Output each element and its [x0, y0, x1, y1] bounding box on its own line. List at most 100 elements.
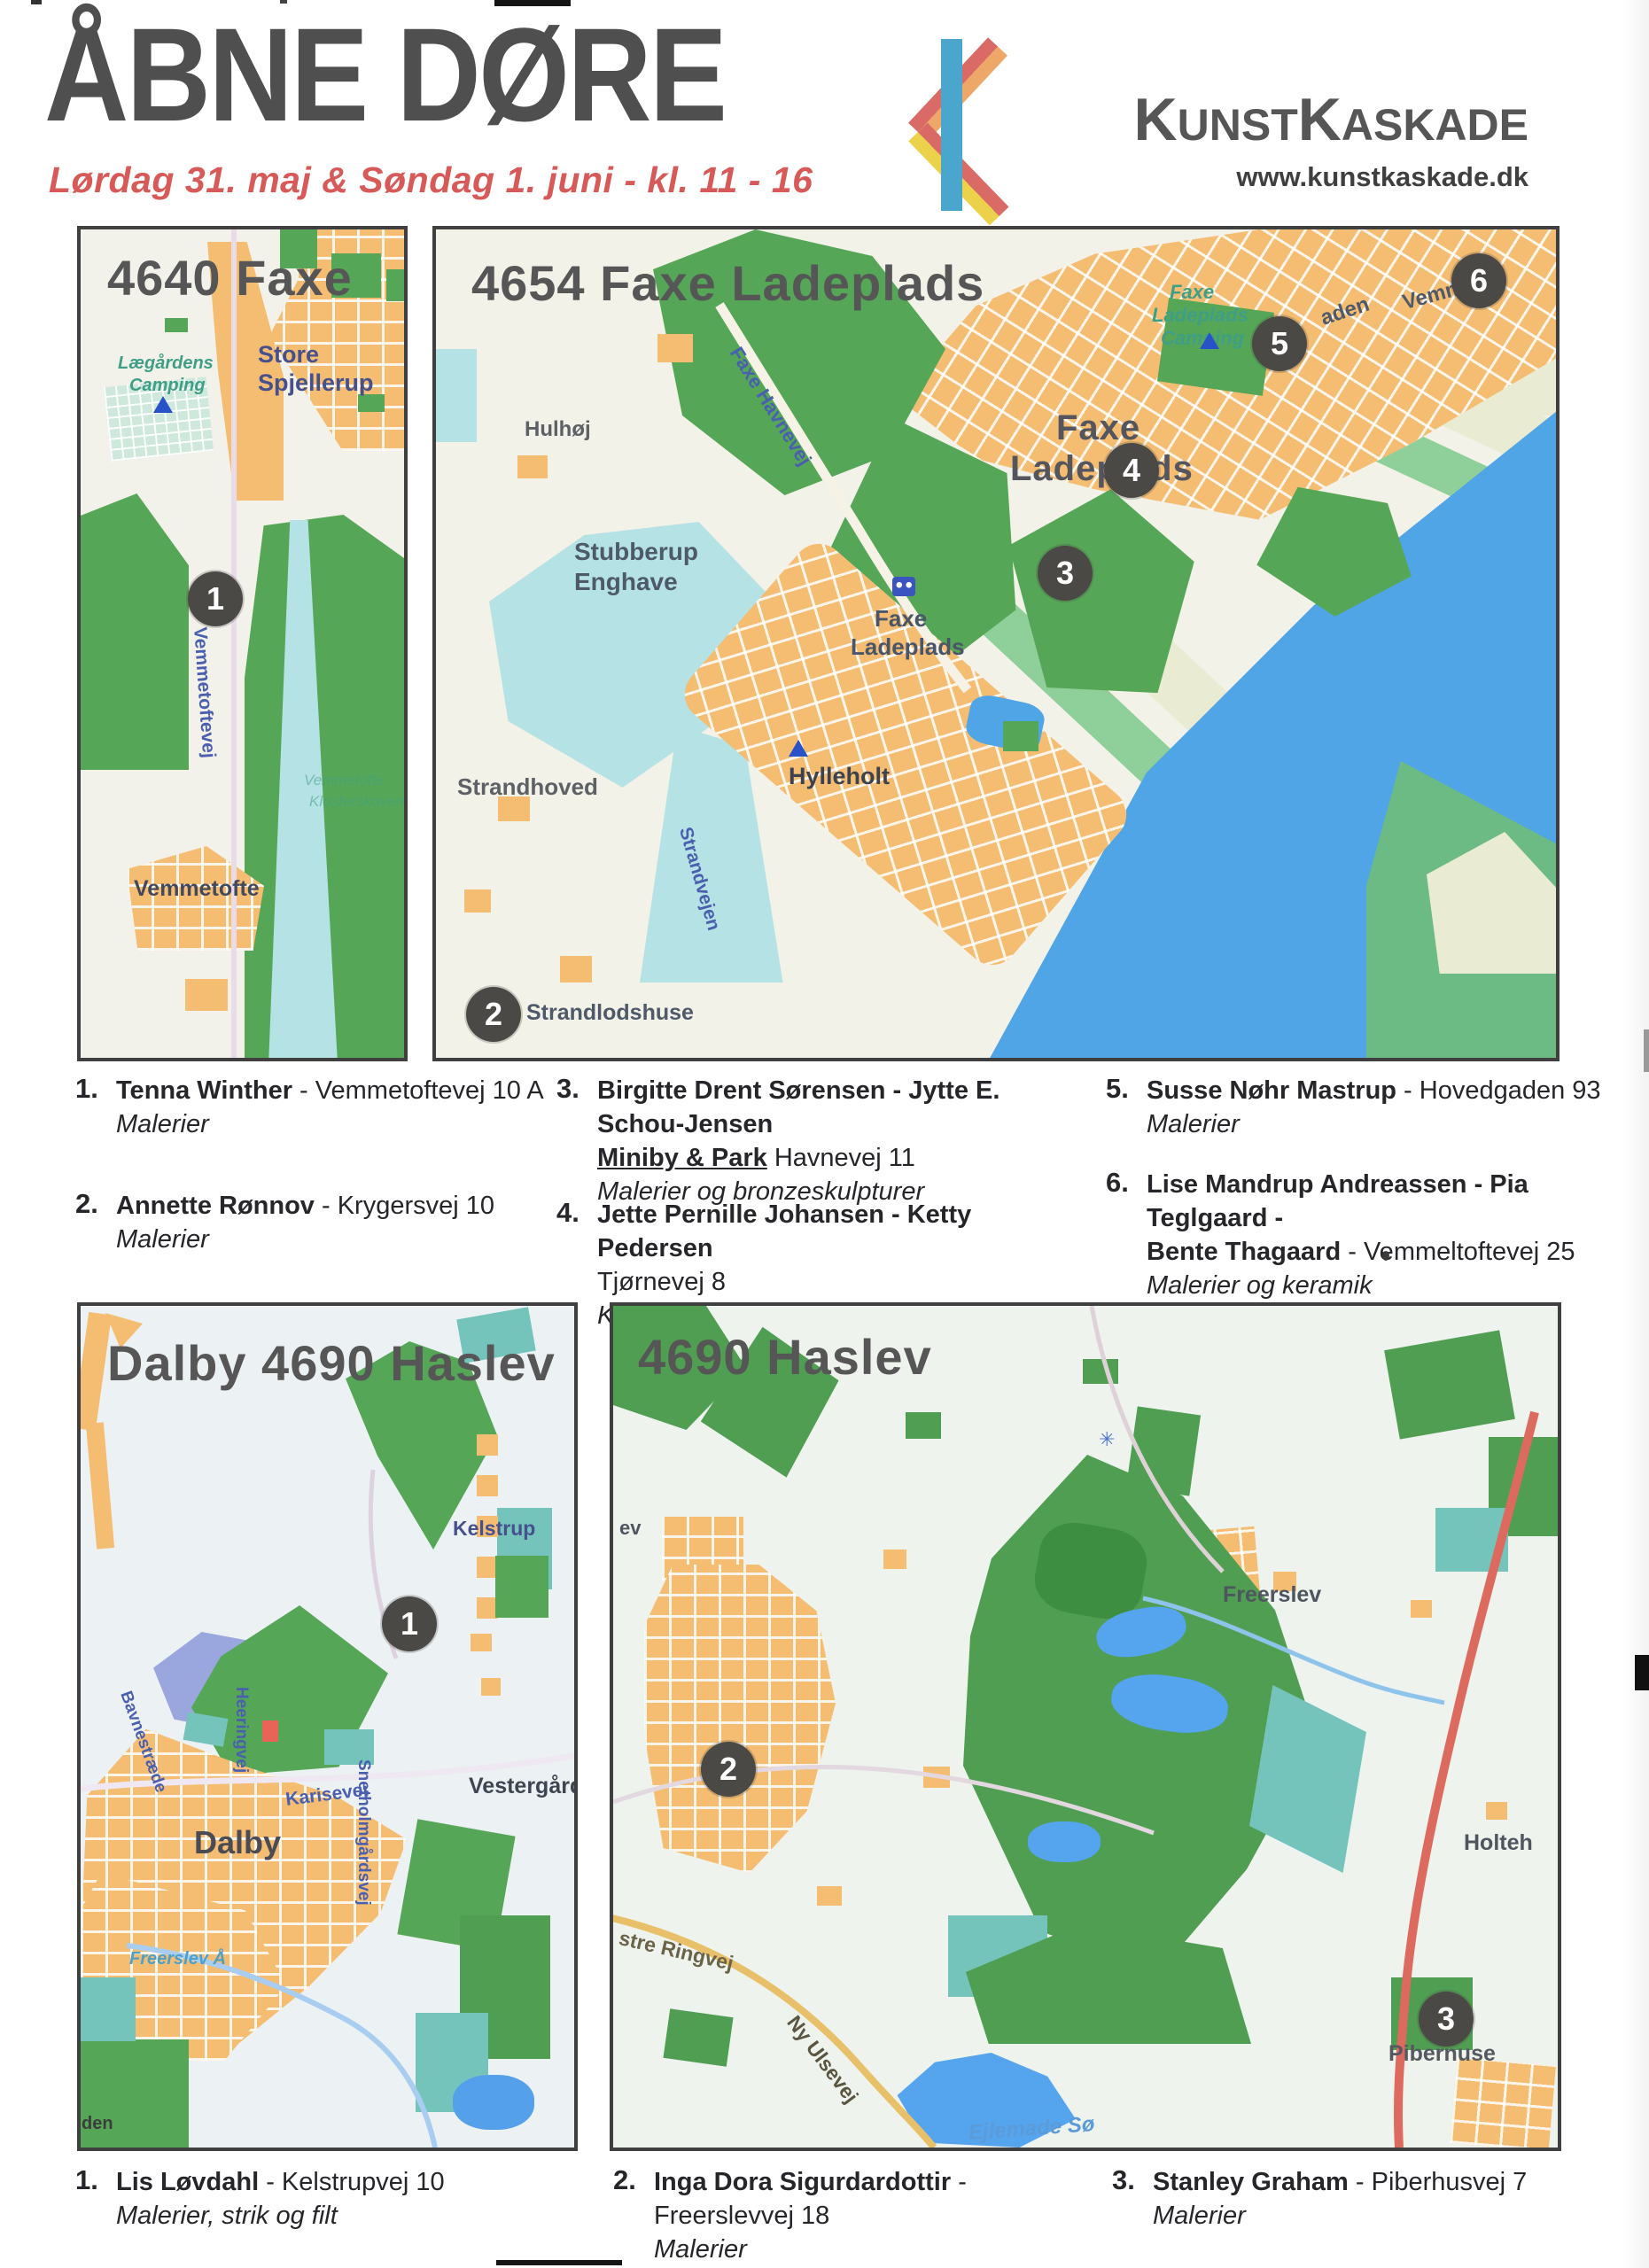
location-badge-1: 1	[188, 571, 243, 626]
map-dalby: Kelstrup Bavnestræde Heeringvej Kariseve…	[77, 1302, 578, 2151]
artist-name: Annette Rønnov	[116, 1192, 315, 1220]
artist-name: Stanley Graham	[1153, 2168, 1349, 2196]
map-label-freerslev: Freerslev	[1223, 1582, 1322, 1607]
map-label-vemmetoftevej-road: Vemmetoftevej	[190, 626, 220, 759]
map-label-strandhoved: Strandhoved	[457, 773, 598, 800]
listing-item-b2: 2. Inga Dora Sigurdardottir - Freerslevv…	[613, 2164, 1109, 2266]
location-badge-1: 1	[382, 1596, 437, 1651]
artist-name: Lis Løvdahl	[116, 2168, 260, 2196]
map-label-vestergard: Vestergård	[469, 1774, 578, 1798]
scan-artifact	[1635, 1655, 1649, 1690]
artist-category: Malerier, strik og filt	[116, 2202, 338, 2230]
map-title-dalby: Dalby 4690 Haslev	[107, 1335, 556, 1391]
artist-name: Jette Pernille Johansen - Ketty Pedersen	[597, 1200, 972, 1262]
map-label-hylleholt: Hylleholt	[789, 763, 891, 789]
location-badge-3: 3	[1038, 546, 1093, 601]
scan-artifact	[494, 0, 571, 6]
listing-number: 3.	[1112, 2164, 1135, 2195]
map-label-laegardens: Lægårdens	[118, 353, 214, 373]
listing-item-b3: 3. Stanley Graham - Piberhusvej 7 Maleri…	[1112, 2164, 1626, 2233]
location-badge-2: 2	[701, 1742, 756, 1797]
artist-category: Malerier	[1153, 2202, 1246, 2230]
map-label-dalby: Dalby	[194, 1824, 282, 1860]
map-roads	[81, 1469, 574, 2148]
artist-address: Havnevej 11	[766, 1144, 915, 1172]
venue-name: Miniby & Park	[597, 1144, 767, 1172]
artist-category: Malerier	[654, 2235, 747, 2264]
kunstkaskade-logo-text: KUNSTKASKADE	[1133, 86, 1528, 153]
map-haslev: ✳ Freerslev Holteh ev stre Ringvej Ny Ul…	[610, 1302, 1561, 2151]
hylleholt-tent-icon	[789, 740, 808, 757]
location-badge-2: 2	[466, 987, 521, 1042]
map-label-camping: Camping	[129, 376, 206, 395]
scan-artifact	[1382, 1251, 1389, 1261]
wind-turbine-icon: ✳	[1099, 1428, 1116, 1450]
map-roads	[613, 1306, 1539, 2148]
listing-number: 2.	[75, 1188, 98, 1219]
listing-item-3: 3. Birgitte Drent Sørensen - Jytte E. Sc…	[556, 1073, 1088, 1208]
map-title-faxe: 4640 Faxe	[107, 250, 353, 306]
logo-website-url: www.kunstkaskade.dk	[1236, 161, 1528, 192]
map-label-station-ladeplads: Ladeplads	[851, 633, 965, 660]
listing-number: 2.	[613, 2164, 636, 2195]
artist-address: - Piberhusvej 7	[1348, 2168, 1528, 2196]
artist-address: - Freerslevvej 18	[654, 2168, 967, 2230]
location-badge-4: 4	[1104, 443, 1159, 498]
artist-name: Lise Mandrup Andreassen - Pia Teglgaard …	[1147, 1170, 1528, 1232]
page-title: ÅBNE DØRE	[44, 0, 727, 149]
artist-address: - Kelstrupvej 10	[259, 2168, 445, 2196]
artist-name: Tenna Winther	[116, 1076, 292, 1105]
artist-name-2: Bente Thagaard	[1147, 1238, 1342, 1266]
artist-name: Inga Dora Sigurdardottir	[654, 2168, 952, 2196]
location-badge-6: 6	[1451, 253, 1506, 308]
map-label-hulhoj: Hulhøj	[525, 417, 591, 441]
map-label-strandlodshuse: Strandlodshuse	[526, 1000, 694, 1025]
map-label-vemmetofte: Vemmetofte	[134, 876, 260, 901]
map-label-station-faxe: Faxe	[875, 605, 928, 632]
listing-number: 3.	[556, 1073, 579, 1104]
listing-item-5: 5. Susse Nøhr Mastrup - Hovedgaden 93 Ma…	[1106, 1073, 1637, 1141]
map-label-den-fragment: den	[82, 2114, 113, 2133]
artist-category: Malerier	[116, 1110, 209, 1138]
artist-address: - Krygersvej 10	[314, 1192, 495, 1220]
scan-artifact	[280, 0, 287, 4]
map-label-kelstrup: Kelstrup	[453, 1517, 536, 1540]
artist-category: Malerier og keramik	[1147, 1271, 1373, 1300]
map-label-heeringvej: Heeringvej	[232, 1687, 251, 1774]
listing-number: 1.	[75, 1073, 98, 1104]
map-label-camping-2: Ladeplads	[1152, 304, 1248, 326]
listing-item-2: 2. Annette Rønnov - Krygersvej 10 Maleri…	[75, 1188, 554, 1256]
map-faxe: Lægårdens Camping Store Spjellerup Vemme…	[77, 226, 408, 1061]
location-badge-5: 5	[1252, 316, 1307, 371]
listing-item-6: 6. Lise Mandrup Andreassen - Pia Teglgaa…	[1106, 1167, 1637, 1302]
map-label-camping-1: Faxe	[1170, 281, 1215, 303]
artist-address: - Vemmetoftevej 10 A	[292, 1076, 544, 1105]
artist-address: Tjørnevej 8	[597, 1268, 727, 1296]
listing-number: 6.	[1106, 1167, 1129, 1198]
map-label-snetholmgardsvej: Snetholmgårdsvej	[354, 1759, 373, 1906]
location-badge-3: 3	[1419, 1992, 1474, 2047]
artist-address: - Hovedgaden 93	[1396, 1076, 1601, 1105]
event-date-subtitle: Lørdag 31. maj & Søndag 1. juni - kl. 11…	[49, 159, 813, 200]
map-label-town-faxe: Faxe	[1056, 408, 1141, 447]
map-title-faxe-ladeplads: 4654 Faxe Ladeplads	[471, 255, 985, 311]
artist-address: - Vemmeltoftevej 25	[1341, 1238, 1575, 1266]
scan-artifact	[31, 0, 42, 4]
map-label-enghave: Enghave	[574, 568, 678, 595]
artist-category: Malerier	[1147, 1110, 1240, 1138]
page-edge-shading	[1622, 0, 1649, 2268]
train-station-icon	[892, 577, 915, 596]
map-label-stubberup: Stubberup	[574, 538, 698, 565]
map-label-freerslev-a: Freerslev Å	[129, 1949, 226, 1969]
listing-number: 1.	[75, 2164, 98, 2195]
map-label-klosterskov-2: Klosterskoven	[309, 793, 404, 810]
listing-item-b1: 1. Lis Løvdahl - Kelstrupvej 10 Malerier…	[75, 2164, 572, 2233]
map-label-spjellerup: Spjellerup	[258, 369, 374, 396]
camping-tent-icon	[1200, 332, 1219, 349]
scan-artifact	[1644, 1029, 1649, 1072]
map-roads	[715, 302, 972, 694]
map-faxe-ladeplads: Hulhøj Faxe Havnevej Faxe Ladeplads Camp…	[432, 226, 1560, 1061]
campground-tent-icon	[153, 396, 173, 413]
map-label-ev-fragment: ev	[619, 1517, 642, 1539]
